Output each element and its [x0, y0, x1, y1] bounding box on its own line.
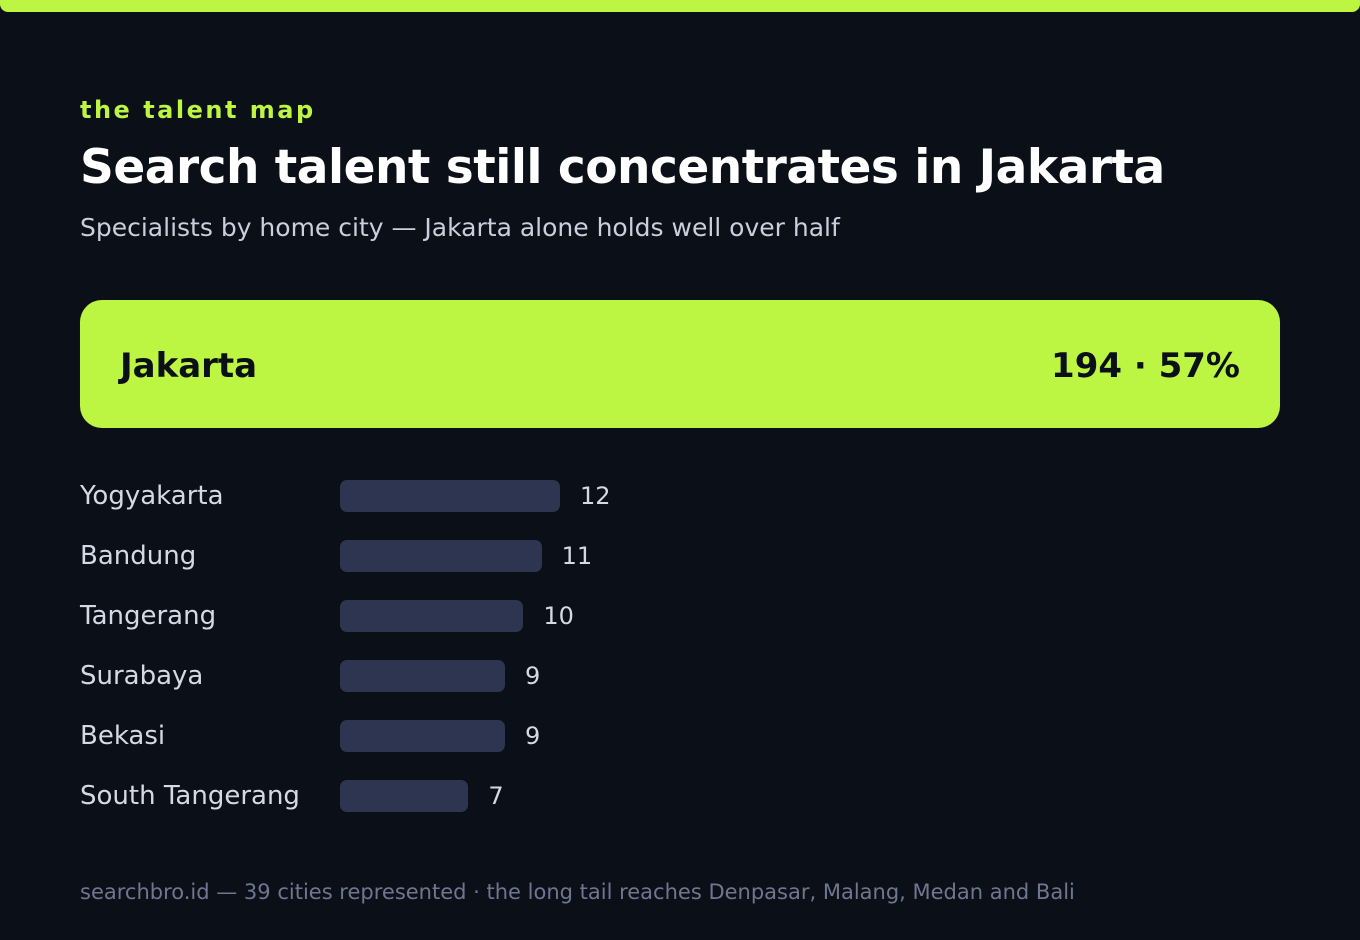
- city-bar: [340, 660, 505, 692]
- city-bar: [340, 600, 524, 632]
- city-label: Surabaya: [80, 661, 204, 691]
- highlight-stat-label: 194 · 57%: [1051, 346, 1240, 386]
- city-label: Bandung: [80, 541, 197, 571]
- city-bar: [340, 720, 505, 752]
- city-label: Bekasi: [80, 721, 166, 751]
- city-label: Tangerang: [80, 601, 217, 631]
- city-bar: [340, 780, 469, 812]
- city-label: Yogyakarta: [80, 481, 224, 511]
- highlight-card-jakarta: Jakarta 194 · 57%: [80, 300, 1280, 428]
- city-row: Bandung 11: [80, 540, 780, 572]
- city-row: South Tangerang 7: [80, 780, 780, 812]
- city-row: Tangerang 10: [80, 600, 780, 632]
- top-accent-bar: [0, 0, 1360, 12]
- city-value-label: 9: [525, 722, 541, 750]
- city-value-label: 12: [580, 482, 611, 510]
- highlight-city-label: Jakarta: [120, 346, 258, 386]
- page-title: Search talent still concentrates in Jaka…: [80, 140, 1165, 195]
- city-value-label: 9: [525, 662, 541, 690]
- city-value-label: 7: [488, 782, 504, 810]
- page-subtitle: Specialists by home city — Jakarta alone…: [80, 213, 840, 242]
- city-row: Surabaya 9: [80, 660, 780, 692]
- city-label: South Tangerang: [80, 781, 300, 811]
- city-bar: [340, 540, 542, 572]
- city-row: Yogyakarta 12: [80, 480, 780, 512]
- city-bar: [340, 480, 560, 512]
- city-row: Bekasi 9: [80, 720, 780, 752]
- footer-note: searchbro.id — 39 cities represented · t…: [80, 880, 1075, 904]
- city-value-label: 11: [561, 542, 593, 570]
- eyebrow-label: the talent map: [80, 96, 316, 124]
- city-value-label: 10: [543, 602, 574, 630]
- city-bar-chart: Yogyakarta 12 Bandung 11 Tangerang 10 Surabaya…: [80, 480, 780, 840]
